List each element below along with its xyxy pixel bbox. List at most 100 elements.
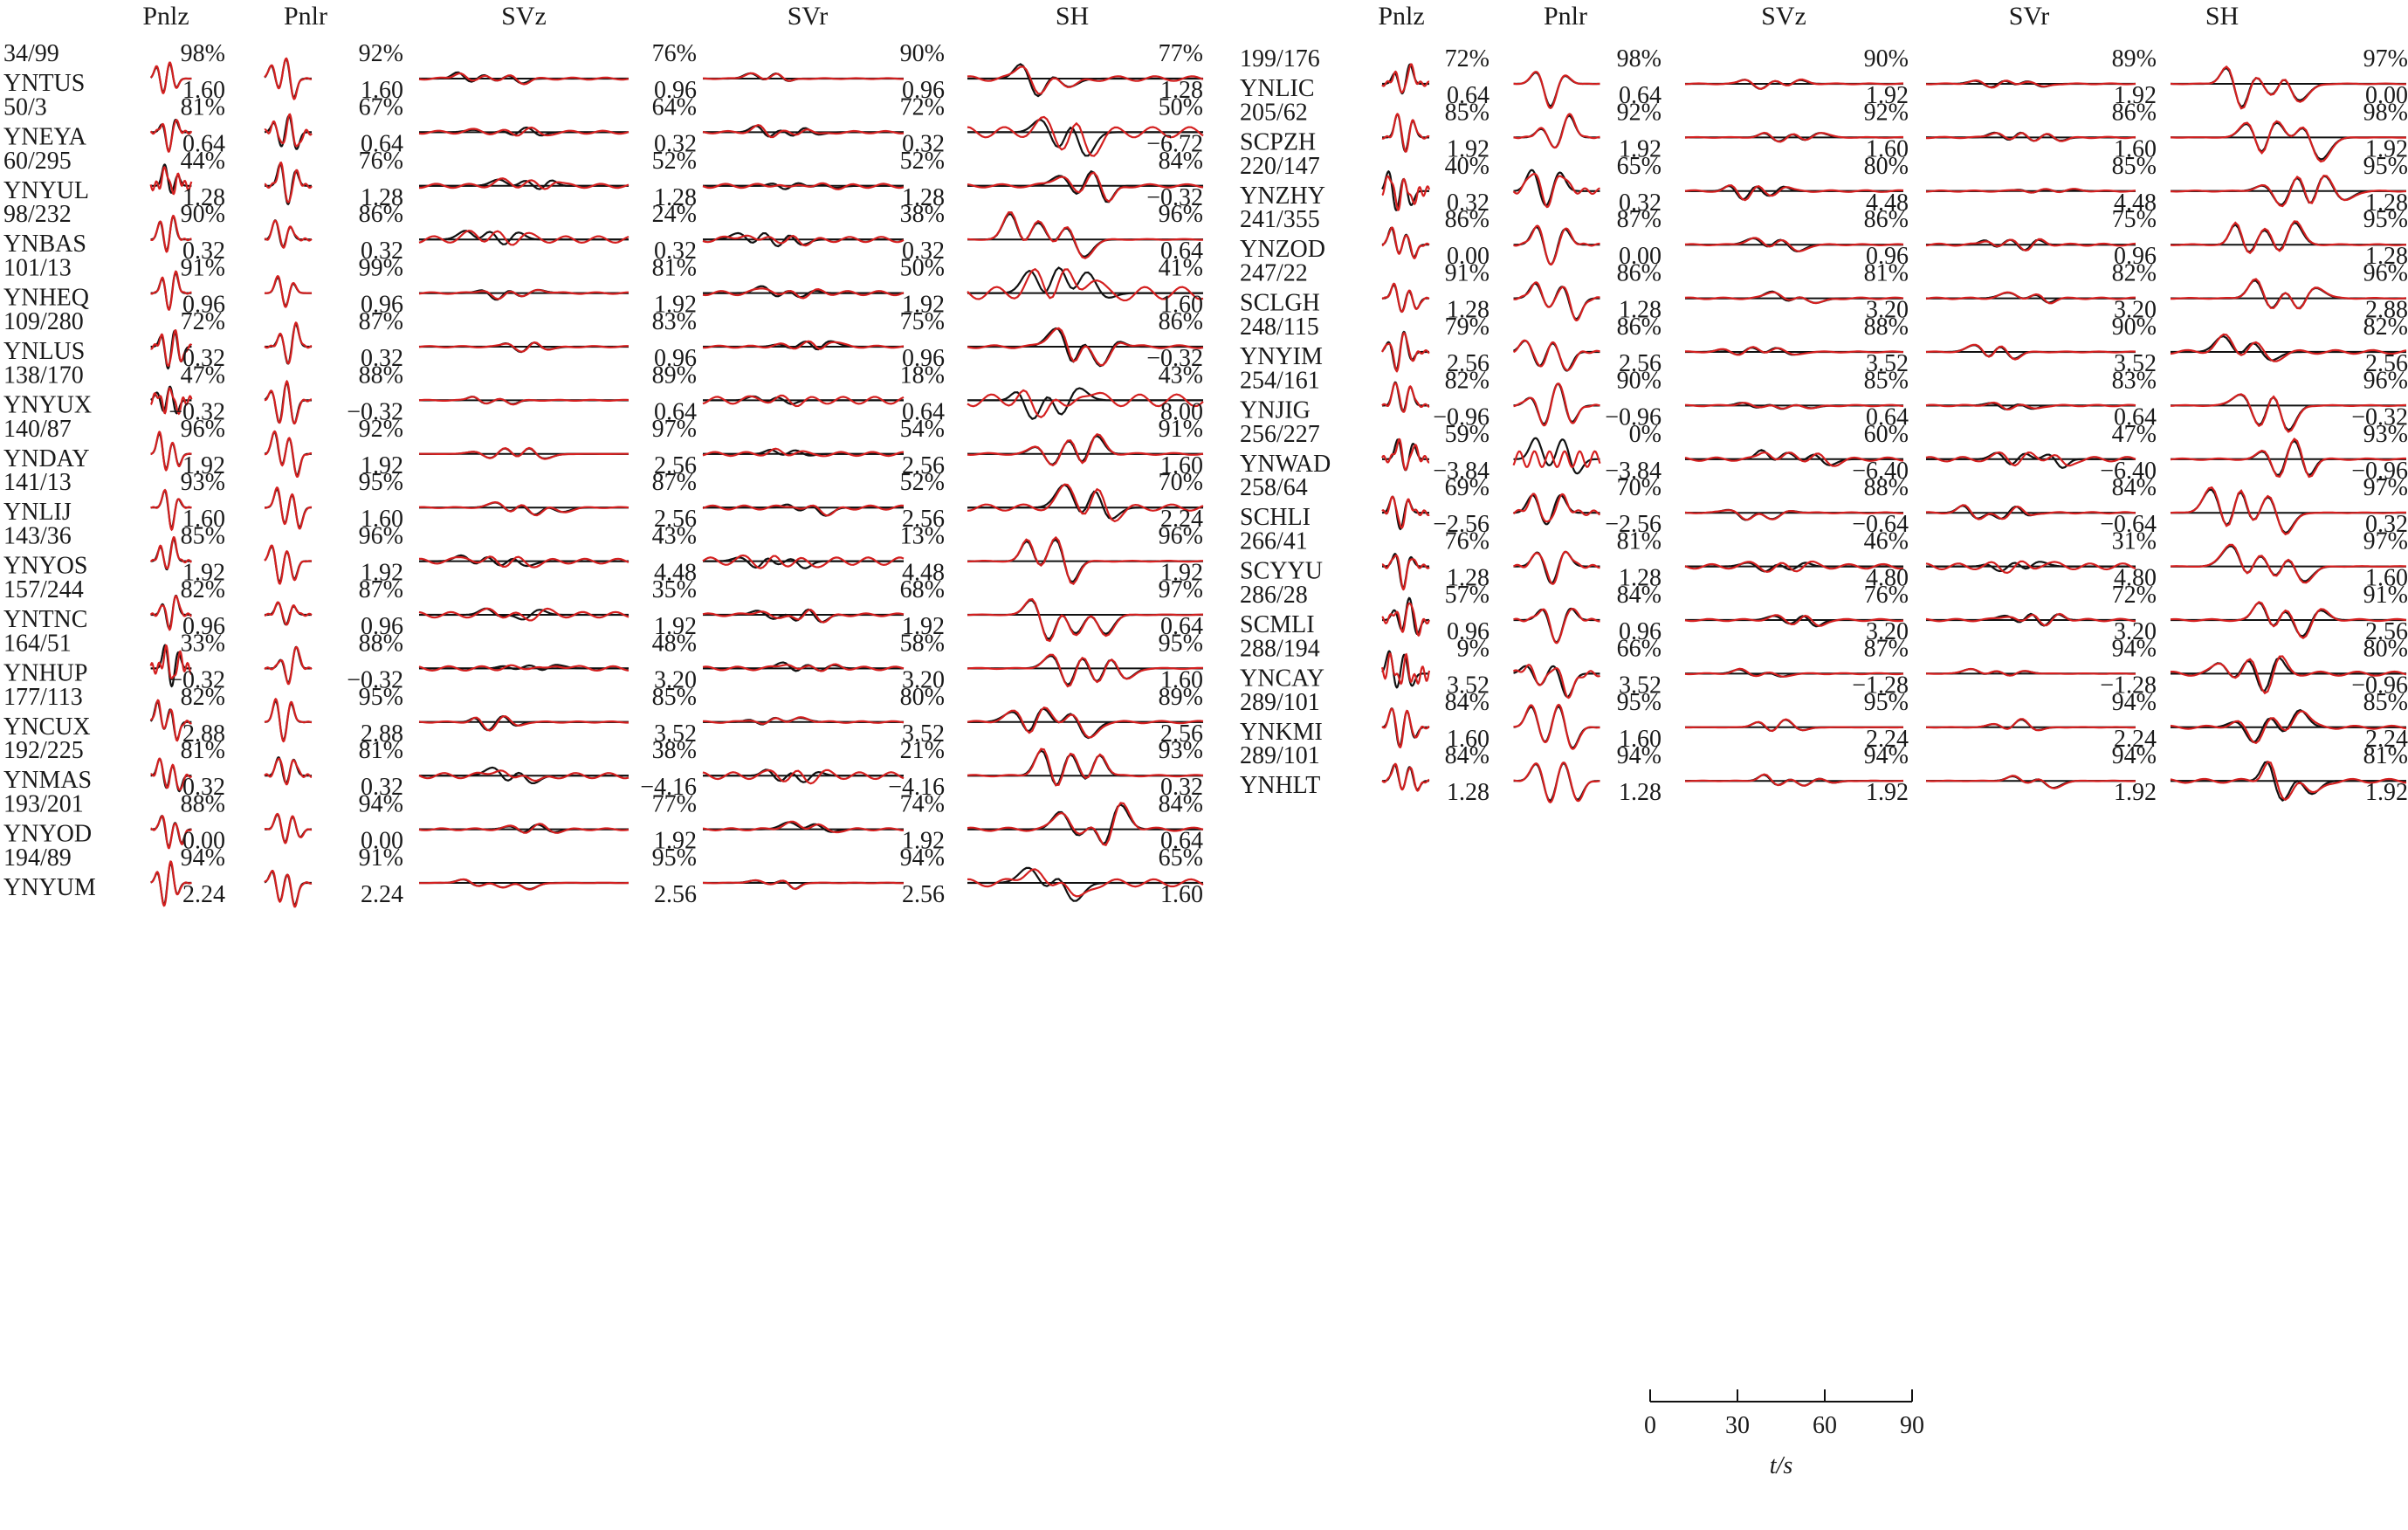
time-shift-svr: 0.96 [2114, 243, 2157, 270]
synthetic-trace-svr [1925, 401, 2136, 411]
station-distance-azimuth: 50/3 [3, 93, 47, 121]
cross-correlation-sh: 41% [1159, 255, 1203, 282]
synthetic-trace-svr [702, 768, 905, 785]
cross-correlation-pnlz: 82% [181, 684, 225, 711]
scale-tick-label: 30 [1725, 1412, 1750, 1439]
time-shift-svr: 1.92 [2114, 779, 2157, 806]
synthetic-trace-sh [967, 653, 1203, 688]
time-shift-pnlr: 2.24 [361, 881, 403, 908]
cross-correlation-svz: 48% [652, 630, 697, 657]
time-shift-pnlr: 0.00 [1619, 243, 1662, 270]
time-shift-sh: 8.00 [1160, 398, 1203, 425]
cross-correlation-pnlz: 69% [1445, 474, 1490, 501]
cross-correlation-svr: 68% [900, 576, 945, 603]
synthetic-trace-pnlz [149, 644, 193, 680]
cross-correlation-pnlr: 95% [1617, 689, 1662, 716]
cross-correlation-sh: 85% [2363, 689, 2408, 716]
cross-correlation-svz: 95% [1864, 689, 1909, 716]
time-shift-sh: 1.92 [1160, 560, 1203, 587]
synthetic-trace-svr [702, 182, 905, 190]
cross-correlation-svz: 38% [652, 737, 697, 764]
time-shift-svz: 2.56 [654, 452, 697, 479]
time-shift-svz: 3.20 [1866, 618, 1909, 645]
cross-correlation-svr: 52% [900, 148, 945, 175]
station-row: 34/99 YNTUS 98% 1.60 92% 1.60 76% 0.96 90% 0.96 77… [3, 40, 1204, 104]
time-shift-svr: 1.92 [902, 292, 945, 319]
time-shift-svr: −0.64 [2100, 511, 2157, 538]
synthetic-trace-sh [2171, 278, 2407, 310]
cross-correlation-svr: 52% [900, 469, 945, 496]
cross-correlation-pnlz: 9% [1457, 635, 1490, 662]
synthetic-trace-pnlr [1513, 762, 1600, 804]
cross-correlation-pnlr: 98% [1617, 45, 1662, 72]
synthetic-trace-pnlz [1381, 554, 1430, 591]
synthetic-trace-svz [418, 396, 630, 406]
cross-correlation-pnlr: 91% [359, 844, 403, 872]
synthetic-trace-pnlz [1381, 226, 1430, 260]
time-shift-pnlr: −0.32 [347, 666, 403, 693]
station-code: YNKMI [1240, 719, 1323, 746]
synthetic-trace-pnlr [264, 275, 313, 308]
cross-correlation-svr: 50% [900, 255, 945, 282]
header-svz: SVz [501, 2, 547, 31]
synthetic-trace-pnlr [1512, 550, 1600, 585]
synthetic-trace-sh [2170, 710, 2407, 745]
time-shift-pnlz: 3.52 [1447, 672, 1490, 699]
header-sh: SH [1056, 2, 1089, 31]
time-shift-svz: 1.92 [1866, 779, 1909, 806]
synthetic-trace-svr [702, 123, 905, 139]
cross-correlation-svr: 75% [2112, 206, 2157, 233]
time-shift-sh: 1.28 [2365, 190, 2408, 217]
synthetic-trace-pnlz [1381, 63, 1430, 93]
station-code: YNYOD [3, 821, 92, 848]
station-code: YNCAY [1240, 665, 1324, 692]
cross-correlation-sh: 65% [1159, 844, 1203, 872]
cross-correlation-svr: 72% [2112, 582, 2157, 609]
cross-correlation-svr: 38% [900, 201, 945, 228]
time-shift-svr: −6.40 [2100, 458, 2157, 485]
cross-correlation-sh: 82% [2363, 314, 2408, 341]
station-code: SCYYU [1240, 558, 1323, 585]
time-shift-pnlr: 0.32 [361, 238, 403, 265]
synthetic-trace-svz [1684, 451, 1904, 467]
cross-correlation-svz: 81% [652, 255, 697, 282]
time-shift-svr: 2.24 [2114, 726, 2157, 753]
cross-correlation-svr: 74% [900, 791, 945, 818]
station-code: YNTNC [3, 606, 87, 633]
station-distance-azimuth: 199/176 [1240, 45, 1320, 72]
synthetic-trace-sh [2170, 120, 2406, 163]
cross-correlation-pnlr: 86% [1617, 314, 1662, 341]
cross-correlation-svr: 94% [900, 844, 945, 872]
synthetic-trace-svr [1925, 560, 2136, 575]
cross-correlation-pnlr: 81% [359, 737, 403, 764]
time-shift-sh: 2.24 [2365, 726, 2408, 753]
time-shift-pnlr: 1.28 [1619, 565, 1662, 592]
synthetic-trace-pnlz [150, 270, 192, 312]
synthetic-trace-pnlr [264, 870, 313, 908]
cross-correlation-pnlr: 87% [1617, 206, 1662, 233]
time-shift-svz: 3.52 [654, 720, 697, 748]
cross-correlation-pnlz: 82% [181, 576, 225, 603]
station-distance-azimuth: 289/101 [1240, 742, 1320, 769]
synthetic-trace-svz [418, 288, 630, 300]
synthetic-trace-sh [2171, 655, 2407, 695]
synthetic-trace-svz [1684, 667, 1904, 678]
cross-correlation-sh: 95% [2363, 153, 2408, 180]
station-distance-azimuth: 289/101 [1240, 689, 1320, 716]
observed-trace-pnlz [1382, 63, 1429, 95]
time-shift-svr: 3.52 [2114, 350, 2157, 377]
cross-correlation-svz: 87% [652, 469, 697, 496]
time-shift-sh: 0.64 [1160, 613, 1203, 640]
cross-correlation-pnlz: 81% [181, 737, 225, 764]
cross-correlation-svr: 94% [2112, 742, 2157, 769]
observed-trace-pnlr [1513, 382, 1600, 425]
station-row: 192/225 YNMAS 81% 0.32 81% 0.32 38% −4.16 21% −4.… [3, 737, 1204, 801]
cross-correlation-sh: 70% [1159, 469, 1203, 496]
synthetic-trace-sh [967, 115, 1204, 157]
time-shift-svz: 0.64 [1866, 403, 1909, 431]
time-shift-pnlz: 2.56 [1447, 350, 1490, 377]
synthetic-trace-pnlr [1513, 71, 1600, 110]
time-shift-svz: 2.24 [1866, 726, 1909, 753]
header-pnlz: Pnlz [1378, 2, 1424, 31]
